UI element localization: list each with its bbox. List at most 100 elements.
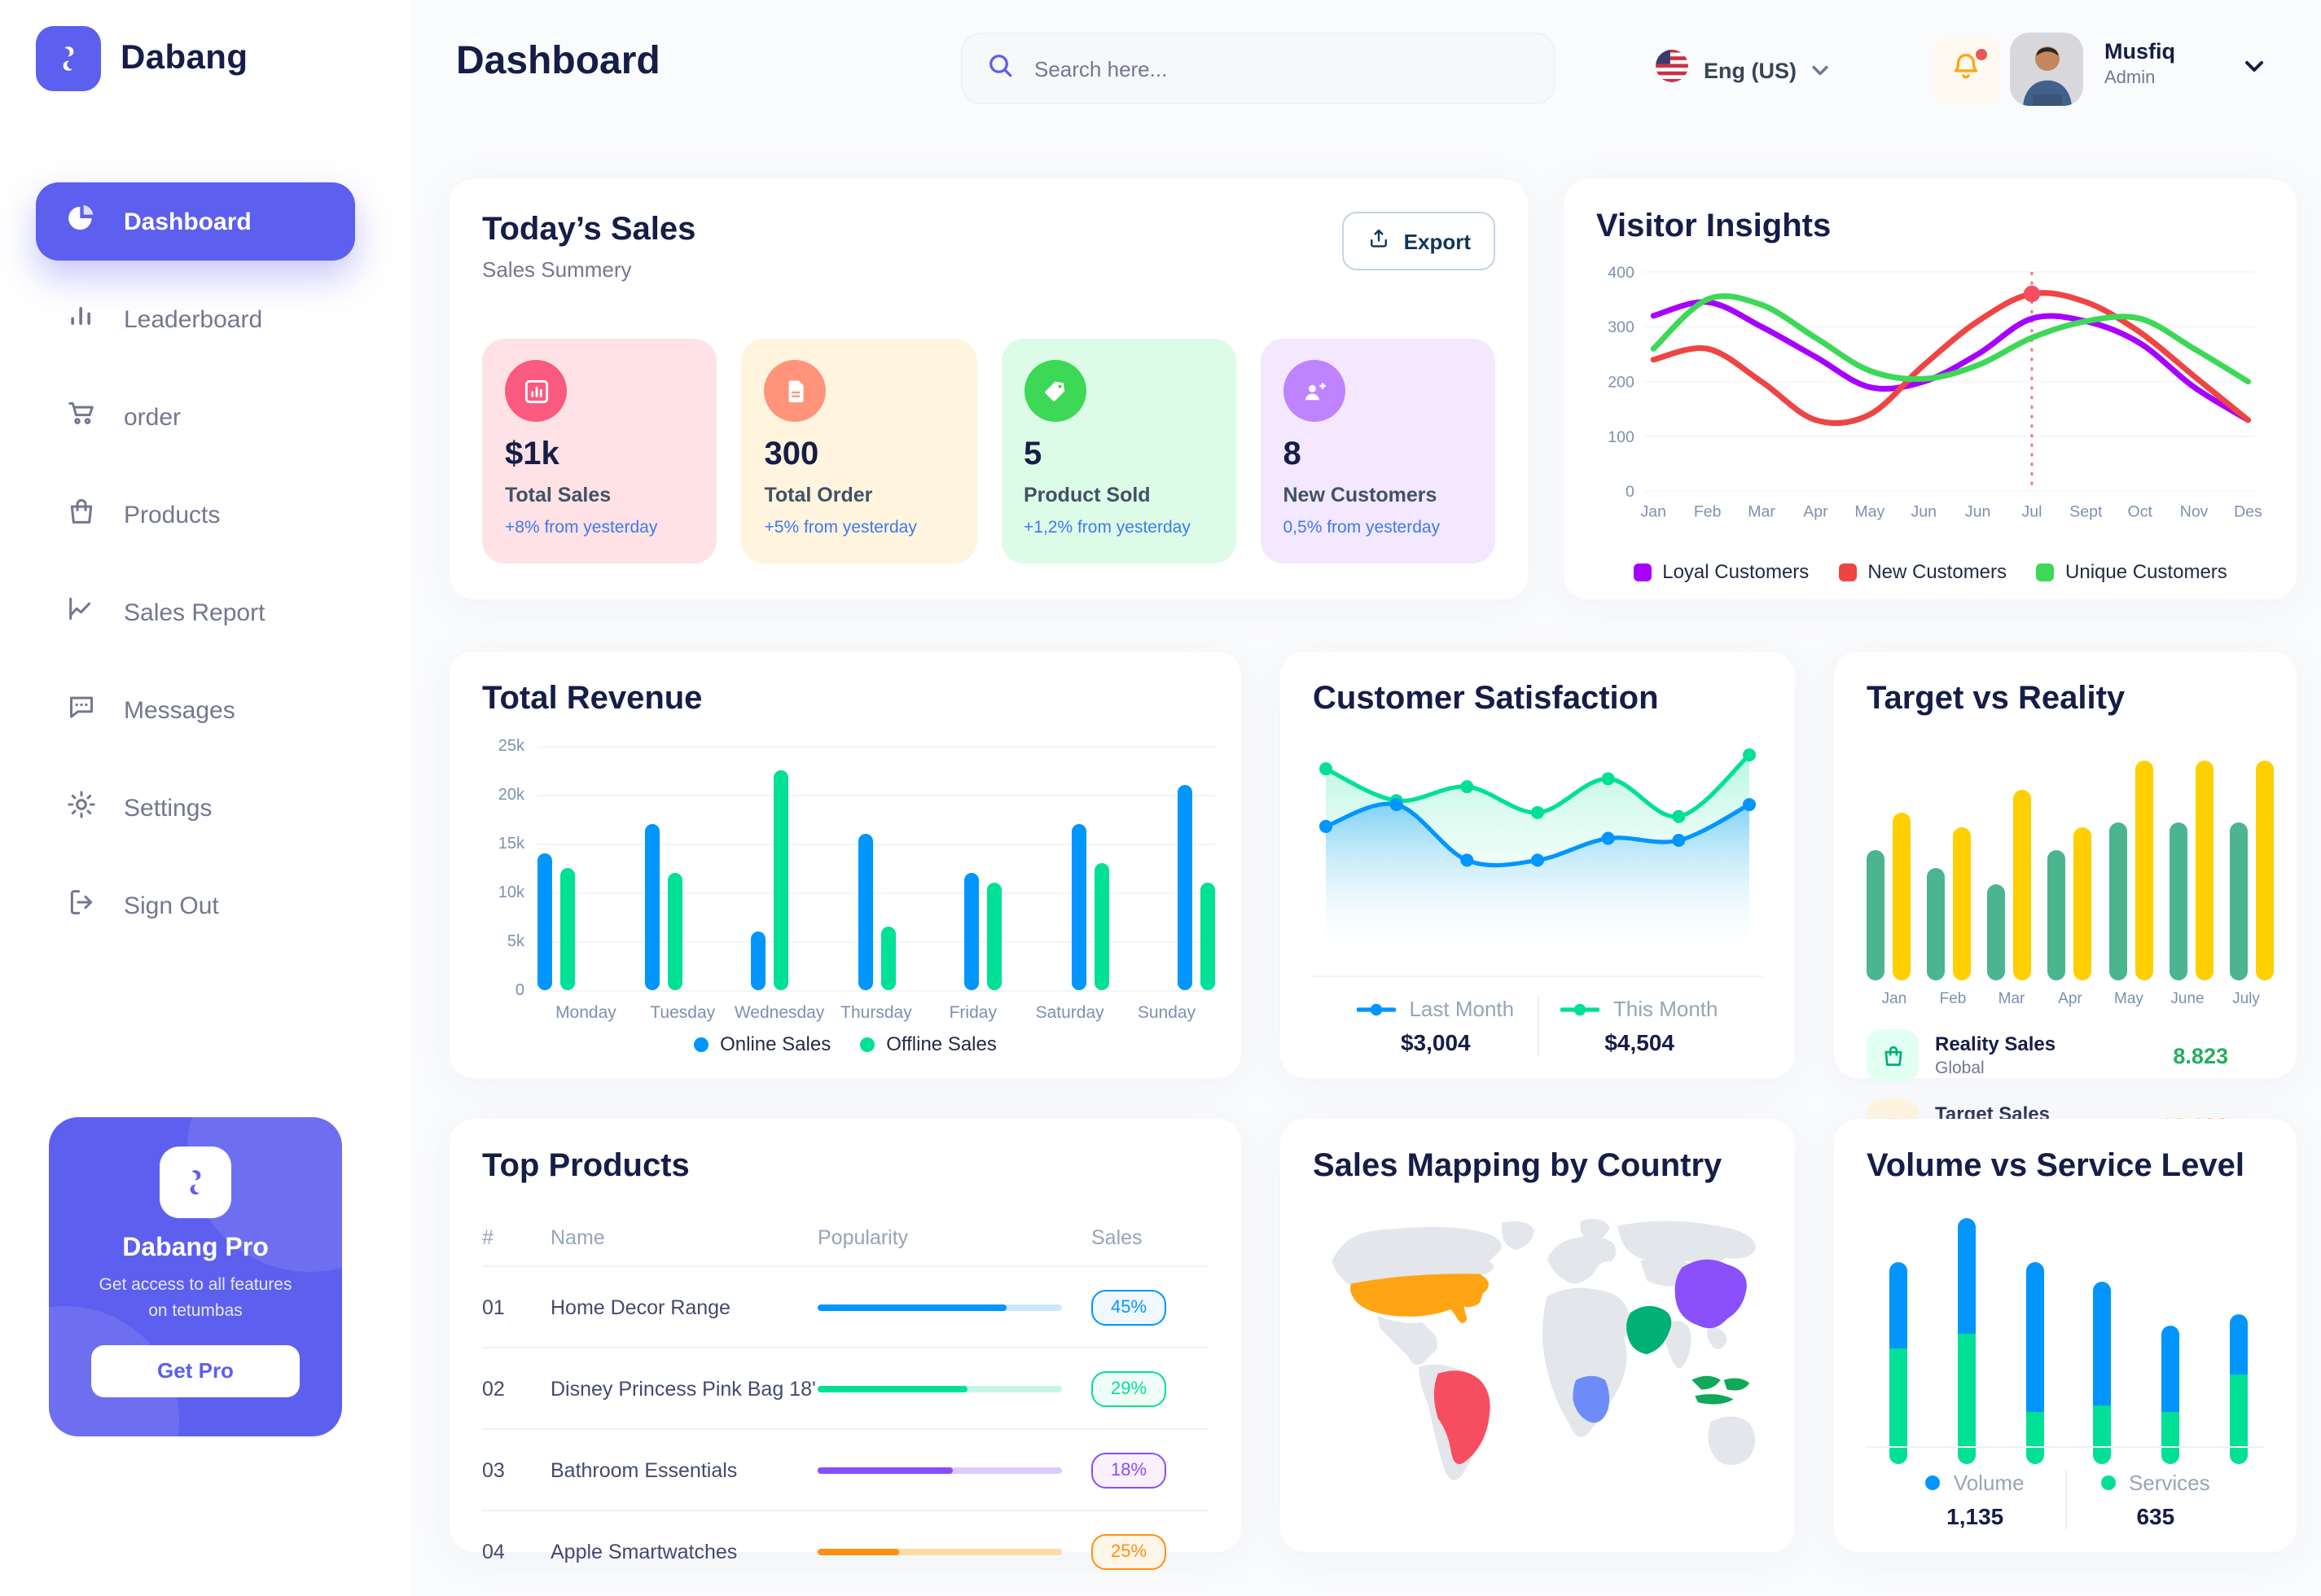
target-vs-reality-card: Target vs Reality Jan Feb Mar Apr May June Jul… — [1834, 651, 2297, 1151]
offline-sales-bar — [987, 883, 1002, 990]
sidebar-item-products[interactable]: Products — [36, 476, 355, 554]
sidebar-item-label: Leaderboard — [124, 305, 263, 333]
table-row: 03 Bathroom Essentials 18% — [482, 1430, 1209, 1511]
legend-value: $3,004 — [1400, 1029, 1471, 1055]
search-input[interactable] — [1031, 55, 1531, 82]
visitor-insights-card: Visitor Insights 400 300 200 100 0 Jan Feb Mar A… — [1564, 179, 2297, 599]
export-button[interactable]: Export — [1341, 212, 1495, 270]
customer-satisfaction-title: Customer Satisfaction — [1313, 681, 1659, 717]
chevron-down-icon — [1811, 55, 1829, 85]
user-chevron-down-icon[interactable] — [2244, 52, 2264, 81]
search-box — [961, 33, 1555, 104]
svg-text:Oct: Oct — [2128, 503, 2153, 521]
svg-text:Feb: Feb — [1694, 503, 1722, 521]
today-sales-stats: $1k Total Sales +8% from yesterday 300 Total… — [482, 339, 1495, 563]
sidebar-item-settings[interactable]: Settings — [36, 769, 355, 847]
x-label: Monday — [555, 1003, 616, 1023]
target-sales-bar — [2073, 827, 2092, 980]
volume-segment — [2025, 1261, 2044, 1412]
column-header: Popularity — [818, 1226, 909, 1249]
table-row: 04 Apple Smartwatches 25% — [482, 1511, 1209, 1591]
country-usa — [1350, 1274, 1489, 1323]
legend-volume: Volume 1,135 — [1885, 1471, 2064, 1529]
popularity-bar — [818, 1467, 1091, 1473]
pro-logo-icon — [160, 1147, 231, 1218]
sidebar-item-messages[interactable]: Messages — [36, 671, 355, 749]
today-sales-card: Today’s Sales Sales Summery Export $1k To… — [450, 179, 1528, 599]
svg-text:Jan: Jan — [1641, 503, 1666, 521]
legend-swatch — [2036, 563, 2055, 581]
gear-icon — [65, 788, 98, 827]
volume-segment — [2093, 1282, 2112, 1406]
today-sales-title: Today’s Sales — [482, 212, 696, 248]
offline-sales-bar — [1094, 863, 1108, 990]
total-revenue-title: Total Revenue — [482, 681, 703, 717]
target-sales-bar — [1893, 812, 1911, 980]
legend-divider — [2064, 1471, 2066, 1529]
row-number: 02 — [482, 1377, 505, 1400]
stat-label: Total Sales — [505, 484, 612, 506]
sidebar-menu: Dashboard Leaderboard order Products Sal… — [36, 182, 355, 945]
legend-label: Loyal Customers — [1662, 560, 1810, 583]
stacked-bar — [1889, 1261, 1907, 1464]
chat-icon — [65, 691, 98, 730]
avatar[interactable] — [2010, 33, 2083, 106]
reality-sales-bar — [2047, 850, 2066, 980]
notifications-button[interactable] — [1932, 36, 2000, 104]
svg-text:Jun: Jun — [1965, 503, 1990, 521]
get-pro-button[interactable]: Get Pro — [91, 1344, 300, 1396]
x-label: Sunday — [1137, 1003, 1196, 1023]
reality-sales-bar — [1927, 867, 1946, 980]
x-label: Friday — [949, 1003, 997, 1023]
services-segment — [2025, 1412, 2044, 1464]
gridline — [537, 844, 1215, 845]
legend-loyal-customers: Loyal Customers — [1633, 560, 1809, 583]
x-label: Feb — [1939, 990, 1967, 1008]
x-label: Mar — [1998, 990, 2025, 1008]
sidebar-item-label: Dashboard — [124, 208, 252, 235]
sidebar-item-dashboard[interactable]: Dashboard — [36, 182, 355, 261]
offline-sales-bar — [560, 868, 575, 990]
sidebar-item-label: order — [124, 403, 182, 431]
customer-satisfaction-legend: Last Month $3,004 This Month $4,504 — [1313, 997, 1762, 1055]
stat-card-product-sold: 5 Product Sold +1,2% from yesterday — [1001, 339, 1236, 563]
country-china — [1674, 1259, 1747, 1329]
legend-services: Services 635 — [2066, 1471, 2245, 1529]
gridline — [537, 746, 1215, 748]
product-name: Disney Princess Pink Bag 18' — [551, 1377, 816, 1400]
legend-online-sales: Online Sales — [694, 1033, 831, 1055]
y-tick-label: 25k — [498, 738, 524, 756]
table-header: # Name Popularity Sales — [482, 1210, 1209, 1267]
stat-delta: +8% from yesterday — [505, 518, 658, 537]
svg-text:Sept: Sept — [2069, 503, 2103, 521]
legend-label: Online Sales — [720, 1033, 831, 1055]
x-label: June — [2170, 990, 2205, 1008]
today-sales-subtitle: Sales Summery — [482, 257, 632, 282]
x-label: Tuesday — [650, 1003, 716, 1023]
bar-group-may — [2108, 761, 2153, 980]
bar-chart-icon — [65, 300, 98, 339]
total-revenue-chart: 25k 20k 15k 10k 5k 0 Monday Tuesday Wednesday Thu… — [482, 738, 1215, 1023]
stacked-bar — [2161, 1325, 2180, 1464]
sidebar-item-leaderboard[interactable]: Leaderboard — [36, 280, 355, 358]
target-sales-bar — [2013, 789, 2032, 980]
reality-sales-bar — [2108, 822, 2127, 980]
legend-label: Last Month — [1409, 997, 1515, 1021]
bell-icon — [1948, 48, 1984, 92]
bar-group-july — [2229, 761, 2274, 980]
user-meta[interactable]: Musfiq Admin — [2104, 39, 2175, 88]
sidebar-item-order[interactable]: order — [36, 378, 355, 456]
legend-label: Volume — [1953, 1471, 2025, 1495]
bag-icon — [1867, 1029, 1919, 1081]
stacked-bar — [2229, 1313, 2248, 1464]
bar-group-wednesday — [751, 746, 788, 990]
sidebar-item-sign-out[interactable]: Sign Out — [36, 866, 355, 945]
sign-out-icon — [65, 886, 98, 925]
sidebar-item-sales-report[interactable]: Sales Report — [36, 573, 355, 651]
language-selector[interactable]: Eng (US) — [1655, 49, 1829, 91]
svg-text:Apr: Apr — [1803, 503, 1828, 521]
world-map — [1332, 1218, 1757, 1480]
visitor-insights-title: Visitor Insights — [1596, 208, 1832, 244]
pro-upsell-card: Dabang Pro Get access to all features on… — [49, 1117, 342, 1436]
